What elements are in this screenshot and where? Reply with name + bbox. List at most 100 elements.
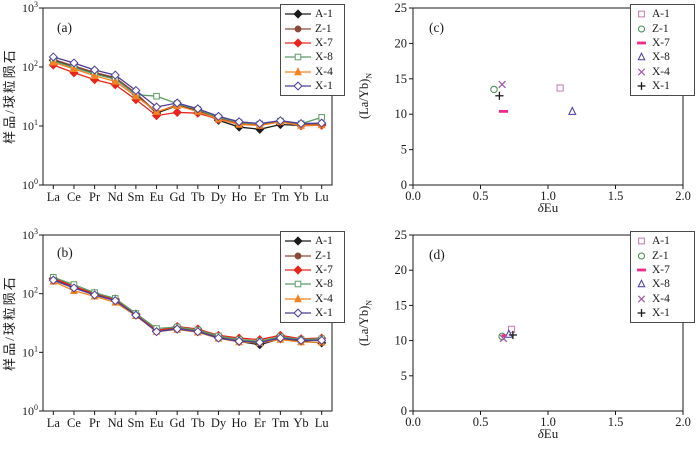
svg-text:103: 103 — [22, 0, 38, 15]
legend-item-Z-1: Z-1 — [635, 22, 691, 35]
svg-text:100: 100 — [22, 177, 38, 192]
legend-item-X-4: X-4 — [285, 65, 341, 78]
svg-text:25: 25 — [395, 1, 408, 15]
legend-label: X-8 — [315, 51, 333, 64]
y-axis-label-sub: N — [364, 299, 374, 306]
legend-label: Z-1 — [315, 249, 332, 262]
panel-c-tag: (c) — [429, 20, 444, 35]
diamond-marker-icon — [285, 265, 311, 275]
dash-marker-icon — [637, 41, 646, 45]
diamond-marker-icon — [285, 81, 311, 91]
plus-marker-icon — [637, 308, 646, 317]
svg-text:100: 100 — [22, 403, 38, 418]
legend-label: Z-1 — [315, 22, 332, 35]
legend-label: X-8 — [315, 278, 333, 291]
svg-text:15: 15 — [395, 72, 408, 86]
svg-text:1.0: 1.0 — [540, 189, 556, 203]
x-axis-label-delta: δ — [537, 200, 544, 215]
diamond-marker-icon — [285, 9, 311, 19]
plus-marker-icon — [637, 81, 646, 90]
svg-text:La: La — [47, 416, 61, 430]
triangle-marker-icon — [285, 293, 311, 302]
legend-label: Z-1 — [652, 249, 669, 262]
panel-d-legend: A-1 Z-1 X-7 X-8 X-4 X-1 — [630, 231, 695, 324]
panel-c-x-axis-label: δEu — [396, 200, 700, 216]
legend-item-Z-1: Z-1 — [285, 22, 341, 35]
legend-label: X-7 — [315, 36, 333, 49]
x-axis-label-delta: δ — [537, 426, 544, 441]
y-axis-label-text: (La/Yb) — [357, 78, 371, 120]
legend-label: X-1 — [652, 306, 670, 319]
legend-label: X-1 — [652, 79, 670, 92]
svg-text:Lu: Lu — [315, 190, 330, 204]
circle-marker-icon — [637, 25, 646, 33]
svg-text:0.0: 0.0 — [405, 189, 421, 203]
y-axis-label-text: (La/Yb) — [357, 305, 371, 347]
svg-text:Sm: Sm — [128, 190, 145, 204]
svg-text:10: 10 — [395, 334, 408, 348]
legend-label: A-1 — [315, 235, 333, 248]
legend-item-Z-1: Z-1 — [285, 249, 341, 262]
svg-text:Dy: Dy — [211, 190, 227, 204]
x-marker-icon — [637, 294, 646, 303]
legend-item-X-4: X-4 — [285, 292, 341, 305]
legend-label: Z-1 — [652, 22, 669, 35]
legend-label: X-8 — [652, 51, 670, 64]
svg-text:Tm: Tm — [272, 416, 290, 430]
legend-label: X-4 — [652, 65, 670, 78]
panel-d-x-axis-label: δEu — [396, 426, 700, 442]
svg-text:20: 20 — [395, 263, 408, 277]
svg-text:102: 102 — [22, 286, 38, 301]
svg-text:Tb: Tb — [191, 416, 205, 430]
square-marker-icon — [638, 238, 645, 245]
panel-d-tag: (d) — [429, 247, 445, 262]
panel-a-y-axis-label: 样品/球粒陨石 — [2, 11, 18, 181]
svg-text:0.0: 0.0 — [405, 415, 421, 429]
panel-b-chart: 100 101 102 103 La Ce Pr Nd Sm Eu Gd Tb Dy Ho Er Tm Yb Lu — [22, 227, 333, 430]
x-axis-label-text: Eu — [543, 200, 559, 215]
diamond-marker-icon — [285, 38, 311, 48]
svg-text:101: 101 — [22, 344, 38, 359]
svg-text:Ce: Ce — [67, 416, 81, 430]
legend-label: X-7 — [652, 36, 670, 49]
legend-label: X-1 — [315, 79, 333, 92]
square-marker-icon — [638, 11, 645, 18]
triangle-marker-icon — [637, 52, 646, 61]
svg-text:Pr: Pr — [89, 416, 101, 430]
svg-text:Sm: Sm — [128, 416, 145, 430]
panel-a-legend: A-1 Z-1 X-7 X-8 X-4 X-1 — [280, 4, 345, 97]
svg-text:Nd: Nd — [108, 416, 124, 430]
square-marker-icon — [285, 53, 311, 61]
svg-text:103: 103 — [22, 227, 38, 242]
svg-text:1.0: 1.0 — [540, 415, 556, 429]
legend-item-A-1: A-1 — [285, 235, 341, 248]
svg-text:Er: Er — [254, 190, 267, 204]
legend-label: X-4 — [315, 292, 333, 305]
svg-text:0.5: 0.5 — [473, 189, 489, 203]
square-marker-icon — [285, 280, 311, 288]
legend-label: A-1 — [652, 235, 670, 248]
panel-d: 0.0 0.5 1.0 1.5 2.0 0 5 10 15 20 25 (La/Yb)N (d) δ… — [350, 227, 700, 453]
triangle-marker-icon — [637, 279, 646, 288]
circle-marker-icon — [285, 25, 311, 33]
svg-text:Yb: Yb — [293, 416, 308, 430]
y-axis-label-sub: N — [364, 72, 374, 79]
legend-item-X-1: X-1 — [285, 306, 341, 319]
svg-text:Ho: Ho — [231, 190, 246, 204]
panel-c-legend: A-1 Z-1 X-7 X-8 X-4 X-1 — [630, 4, 695, 97]
svg-text:Tm: Tm — [272, 190, 290, 204]
svg-text:20: 20 — [395, 36, 408, 50]
svg-text:0: 0 — [401, 178, 407, 192]
svg-text:Pr: Pr — [89, 190, 101, 204]
svg-text:Nd: Nd — [108, 190, 124, 204]
diamond-marker-icon — [285, 308, 311, 318]
svg-text:La: La — [47, 190, 61, 204]
legend-item-X-7: X-7 — [285, 264, 341, 277]
legend-item-A-1: A-1 — [635, 235, 691, 248]
circle-marker-icon — [285, 252, 311, 260]
panel-b-y-axis-label: 样品/球粒陨石 — [2, 238, 18, 408]
svg-text:Er: Er — [254, 416, 267, 430]
panel-a-chart: 100 101 102 103 La Ce Pr Nd Sm Eu Gd Tb Dy Ho Er Tm Yb Lu — [22, 0, 333, 204]
panel-b-tag: (b) — [57, 245, 73, 260]
